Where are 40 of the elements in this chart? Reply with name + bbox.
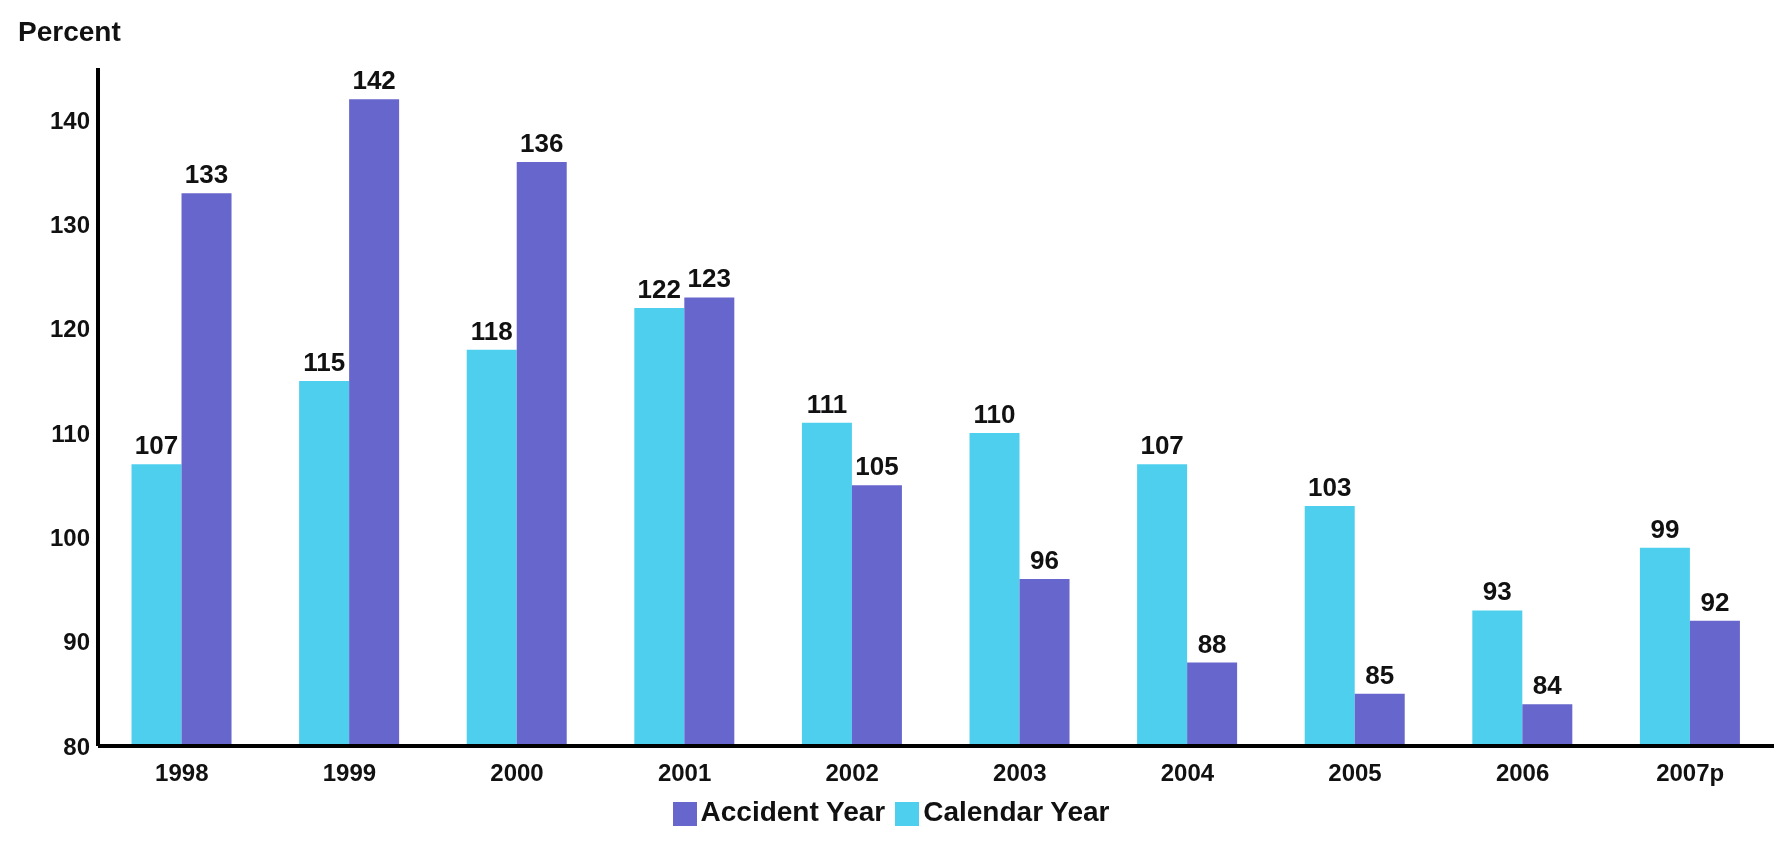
data-label: 123: [687, 263, 732, 294]
y-axis-title: Percent: [18, 16, 121, 48]
data-label: 103: [1308, 472, 1352, 503]
data-label: 118: [470, 315, 513, 346]
x-tick-label: 2007p: [1656, 759, 1725, 787]
legend-label: Accident Year: [700, 796, 886, 827]
legend-label: Calendar Year: [923, 796, 1110, 827]
data-label: 105: [855, 451, 899, 482]
data-label: 85: [1365, 659, 1395, 690]
data-label: 136: [520, 127, 564, 158]
x-tick-label: 2001: [657, 759, 712, 787]
y-tick-label: 110: [51, 419, 90, 447]
y-tick-label: 140: [49, 106, 90, 134]
x-tick-label: 2003: [993, 759, 1047, 787]
data-label: 84: [1532, 670, 1563, 701]
data-label: 122: [637, 273, 682, 304]
y-tick-label: 130: [49, 210, 90, 238]
x-tick-label: 2005: [1328, 759, 1382, 787]
data-label: 107: [1140, 430, 1184, 461]
y-tick-label: 100: [49, 523, 90, 551]
data-label: 111: [806, 388, 848, 419]
data-label: 96: [1030, 545, 1059, 576]
data-label: 110: [973, 399, 1016, 430]
data-label: 88: [1197, 628, 1227, 659]
data-label: 93: [1482, 576, 1512, 607]
x-tick-label: 2004: [1160, 759, 1215, 787]
x-tick-label: 1999: [322, 759, 377, 787]
y-tick-label: 80: [63, 732, 90, 760]
y-tick-label: 120: [49, 315, 90, 343]
y-tick-label: 90: [63, 628, 90, 656]
data-label: 92: [1700, 586, 1730, 617]
data-label: 107: [134, 430, 179, 461]
data-label: 142: [352, 65, 396, 96]
data-label: 99: [1650, 513, 1680, 544]
data-label: 115: [303, 346, 346, 377]
x-tick-label: 2000: [490, 759, 544, 787]
x-tick-label: 2002: [825, 759, 879, 787]
x-tick-label: 2006: [1495, 759, 1550, 787]
x-tick-label: 1998: [155, 759, 209, 787]
data-label: 133: [184, 159, 229, 190]
